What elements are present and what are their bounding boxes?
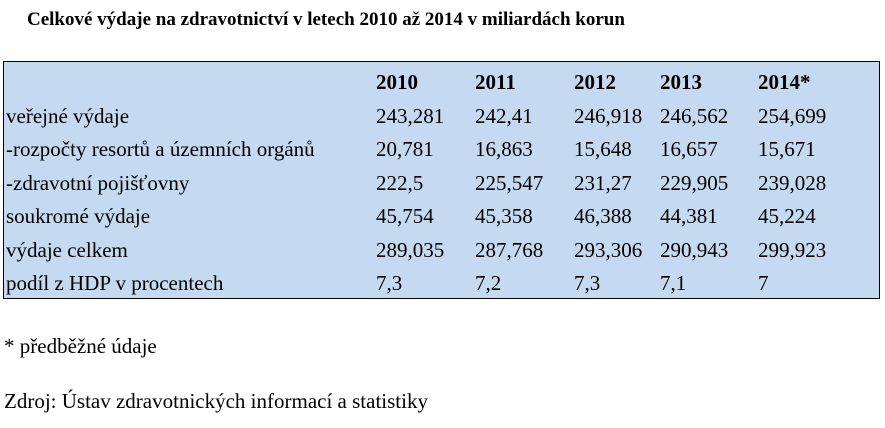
table-cell: 246,918	[574, 103, 643, 128]
table-cell: 7,3	[574, 271, 601, 295]
table-cell: 231,27	[574, 170, 632, 195]
row-label: výdaje celkem	[6, 237, 128, 262]
table-row: veřejné výdaje 243,281 242,41 246,918 24…	[6, 100, 858, 134]
table-cell: 239,028	[758, 170, 827, 195]
table-cell: 15,648	[574, 137, 632, 161]
row-label: podíl z HDP v procentech	[6, 271, 224, 295]
table-row: -zdravotní pojišťovny 222,5 225,547 231,…	[6, 167, 858, 201]
table-cell: 45,224	[758, 204, 816, 228]
header-cell-2012: 2012	[574, 70, 616, 94]
table-row: soukromé výdaje 45,754 45,358 46,388 44,…	[6, 200, 858, 234]
table-cell: 229,905	[660, 170, 729, 195]
table-cell: 46,388	[574, 204, 632, 228]
table-cell: 246,562	[660, 103, 729, 128]
table-cell: 243,281	[376, 103, 445, 128]
row-label: -rozpočty resortů a územních orgánů	[6, 137, 315, 161]
header-cell-2013: 2013	[660, 70, 702, 94]
table-cell: 299,923	[758, 237, 827, 262]
table-cell: 7,2	[475, 271, 502, 295]
table-cell: 7,3	[376, 271, 403, 295]
table-cell: 222,5	[376, 170, 424, 195]
row-label: veřejné výdaje	[6, 103, 130, 128]
table-cell: 44,381	[660, 204, 718, 228]
header-cell-2011: 2011	[475, 70, 516, 94]
table-row: výdaje celkem 289,035 287,768 293,306 29…	[6, 234, 858, 268]
table-cell: 225,547	[475, 170, 544, 195]
table-header-row: 2010 2011 2012 2013 2014*	[6, 66, 858, 100]
table-cell: 16,657	[660, 137, 718, 161]
row-label: soukromé výdaje	[6, 204, 151, 228]
page-title: Celkové výdaje na zdravotnictví v letech…	[27, 9, 625, 30]
table-cell: 7,1	[660, 271, 687, 295]
footnote: * předběžné údaje	[4, 334, 157, 358]
header-cell-label	[6, 66, 376, 100]
table-cell: 290,943	[660, 237, 729, 262]
header-cell-2010: 2010	[376, 70, 418, 94]
table-cell: 16,863	[475, 137, 533, 161]
row-label: -zdravotní pojišťovny	[6, 170, 190, 195]
table-cell: 15,671	[758, 137, 816, 161]
table-cell: 7	[758, 271, 769, 295]
table-cell: 254,699	[758, 103, 827, 128]
table-cell: 289,035	[376, 237, 445, 262]
data-table: 2010 2011 2012 2013 2014* veřejné výdaje…	[6, 66, 858, 301]
header-cell-2014: 2014*	[758, 70, 811, 94]
source-note: Zdroj: Ústav zdravotnických informací a …	[4, 389, 428, 413]
table-cell: 20,781	[376, 137, 434, 161]
data-table-container: 2010 2011 2012 2013 2014* veřejné výdaje…	[3, 61, 880, 299]
table-row: -rozpočty resortů a územních orgánů 20,7…	[6, 133, 858, 167]
table-row: podíl z HDP v procentech 7,3 7,2 7,3 7,1…	[6, 267, 858, 301]
table-cell: 242,41	[475, 103, 533, 128]
table-cell: 287,768	[475, 237, 544, 262]
table-cell: 45,754	[376, 204, 434, 228]
table-cell: 293,306	[574, 237, 643, 262]
table-cell: 45,358	[475, 204, 533, 228]
